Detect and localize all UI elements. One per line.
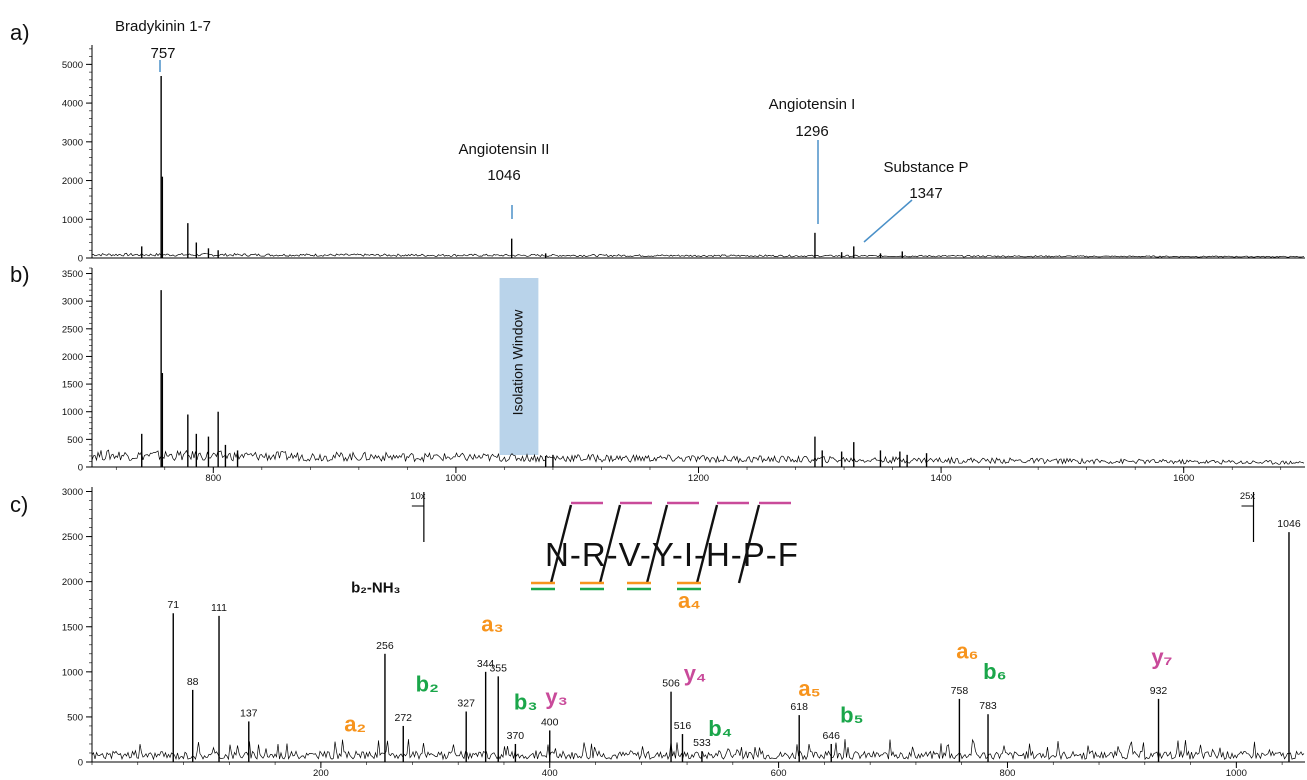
panel-a-y-tick-label: 4000: [62, 99, 83, 110]
panel-c-peak-label: 137: [240, 707, 258, 719]
isolation-window-label: Isolation Window: [510, 309, 526, 416]
panel-a-y-tick-label: 1000: [62, 215, 83, 226]
ion-label-y: y₃: [545, 684, 567, 709]
panel-b-y-tick-label: 1000: [62, 407, 83, 418]
panel-b-y-tick-label: 1500: [62, 380, 83, 391]
panel-b-x-tick-label: 1400: [931, 473, 952, 484]
panel-c-y-tick-label: 3000: [62, 487, 83, 498]
annotation-mz: 757: [150, 45, 175, 62]
ion-label-b: b₄: [708, 716, 732, 741]
panel-a-baseline-trace: [91, 252, 1305, 258]
panel-a-y-tick-label: 5000: [62, 60, 83, 71]
panel-c-y-tick-label: 2500: [62, 532, 83, 543]
fragment-cleavage-line: [645, 504, 669, 584]
annotation-mz: 1296: [795, 123, 828, 140]
panel-c-peak-label: 506: [662, 678, 680, 690]
zoom-marker-label: 10x: [410, 491, 426, 502]
panel-b-x-tick-label: 1000: [445, 473, 466, 484]
annotation-mz: 1046: [487, 167, 520, 184]
panel-c-y-tick-label: 500: [67, 712, 83, 723]
annotation-line: [863, 199, 913, 243]
panel-c-peak-label: 783: [979, 700, 997, 712]
panel-c-x-tick-label: 1000: [1226, 768, 1247, 779]
panel-b-x-tick-label: 1600: [1173, 473, 1194, 484]
ion-label-a: a₅: [798, 676, 820, 701]
ion-label-a: a₂: [344, 711, 366, 736]
panel-b-y-tick-label: 3500: [62, 269, 83, 280]
annotation-name: Substance P: [883, 159, 968, 176]
panel-c-peak-label: 71: [167, 599, 179, 611]
fragment-cleavage-line: [695, 504, 719, 584]
fragment-cleavage-line: [598, 504, 622, 584]
peptide-sequence-diagram: N-R-V-Y-I-H-P-F: [531, 501, 799, 591]
ion-label-b: b₆: [983, 659, 1006, 684]
isolation-window-box: [499, 278, 539, 455]
panel-b-y-tick-label: 500: [67, 435, 83, 446]
ion-label-a: a₄: [678, 588, 701, 613]
ion-label-y: y₇: [1151, 645, 1172, 670]
panel-c-peak-label: 344: [477, 658, 495, 670]
panel-c-y-tick-label: 0: [78, 758, 83, 769]
panel-c-y-tick-label: 1000: [62, 667, 83, 678]
panel-b-y-tick-label: 3000: [62, 297, 83, 308]
panel-c-baseline-trace: [91, 738, 1305, 761]
fragment-cleavage-line: [737, 504, 761, 584]
panel-c-peak-label: 646: [822, 730, 840, 742]
panel-c-peak-label: 400: [541, 716, 559, 728]
panel-c-peak-label: 618: [790, 701, 808, 713]
panel-c-x-tick-label: 600: [771, 768, 787, 779]
ion-label-b: b₅: [840, 702, 864, 727]
ion-label-b: b₂: [416, 672, 439, 697]
panel-c-x-tick-label: 400: [542, 768, 558, 779]
panel-b-x-tick-label: 1200: [688, 473, 709, 484]
panel-c-x-tick-label: 200: [313, 768, 329, 779]
panel-b-x-tick-label: 800: [205, 473, 221, 484]
annotation-name: Angiotensin I: [769, 96, 856, 113]
ion-label-a: a₃: [481, 611, 503, 636]
panel-c-peak-label: 111: [211, 602, 227, 614]
ion-label-y: y₄: [684, 661, 707, 686]
panel-c-peak-label: 1046: [1277, 518, 1301, 530]
ion-label-a: a₆: [956, 638, 978, 663]
panel-b-baseline-trace: [91, 449, 1305, 465]
panel-b-y-tick-label: 0: [78, 463, 83, 474]
panel-a-y-tick-label: 3000: [62, 137, 83, 148]
panel-c-peak-label: 272: [394, 712, 412, 724]
panel-c-peak-label: 758: [951, 685, 969, 697]
panel-c-peak-label: 932: [1150, 685, 1168, 697]
panel-c-peak-label: 327: [457, 698, 475, 710]
annotation-mz: 1347: [909, 185, 942, 202]
peptide-sequence-text: N-R-V-Y-I-H-P-F: [545, 536, 799, 573]
panel-b-label: b): [10, 262, 30, 287]
panel-c-peak-label: 516: [674, 720, 692, 732]
ion-label-neutral: b₂-NH₃: [351, 579, 400, 596]
panel-a-y-tick-label: 2000: [62, 176, 83, 187]
ion-label-b: b₃: [514, 690, 538, 715]
panel-c-label: c): [10, 492, 29, 517]
panel-c-x-tick-label: 800: [1000, 768, 1016, 779]
panel-c-peak-label: 533: [693, 737, 711, 749]
panel-b-y-tick-label: 2000: [62, 352, 83, 363]
panel-c-peak-label: 355: [489, 662, 507, 674]
fragment-cleavage-line: [549, 504, 573, 584]
annotation-name: Bradykinin 1-7: [115, 18, 211, 35]
panel-a-y-tick-label: 0: [78, 254, 83, 265]
panel-c-y-tick-label: 2000: [62, 577, 83, 588]
panel-c-peak-label: 370: [507, 730, 525, 742]
zoom-marker-label: 25x: [1240, 491, 1256, 502]
panel-a-label: a): [10, 20, 30, 45]
panel-c-peak-label: 256: [376, 640, 394, 652]
panel-c-y-tick-label: 1500: [62, 622, 83, 633]
panel-b-y-tick-label: 2500: [62, 324, 83, 335]
annotation-name: Angiotensin II: [459, 141, 550, 158]
panel-c-peak-label: 88: [187, 676, 199, 688]
